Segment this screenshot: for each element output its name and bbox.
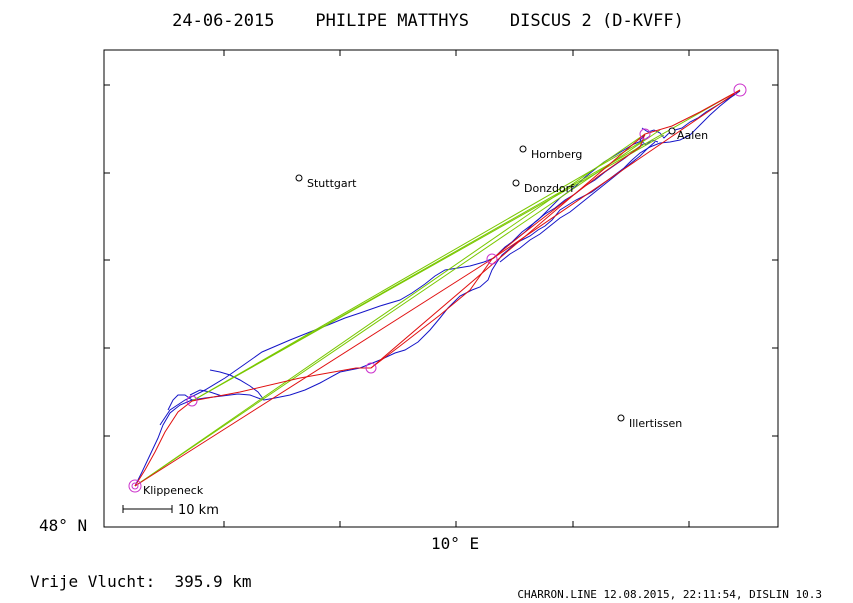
place-illertissen: Illertissen (617, 414, 682, 430)
place-label: Stuttgart (307, 177, 357, 190)
places: Stuttgart Hornberg Donzdorf Aalen Illert… (143, 127, 708, 497)
plot-frame (103, 49, 779, 528)
place-hornberg: Hornberg (519, 145, 582, 161)
longitude-axis-label: 10° E (431, 534, 479, 553)
task-legs (134, 89, 741, 487)
chart-title: 24-06-2015 PHILIPE MATTHYS DISCUS 2 (D-K… (172, 11, 684, 31)
place-stuttgart: Stuttgart (295, 174, 357, 190)
axis-ticks (104, 50, 778, 527)
turnpoint-marker (365, 362, 377, 374)
place-klippeneck: Klippeneck (143, 484, 204, 497)
distance-summary: Vrije Vlucht: 395.9 km (30, 572, 252, 591)
place-donzdorf: Donzdorf (512, 179, 575, 195)
turnpoint-marker (733, 83, 747, 97)
turnpoint-marker (128, 479, 142, 493)
scale-bar: 10 km (122, 503, 219, 518)
place-label: Hornberg (531, 148, 582, 161)
turnpoint-marker (131, 482, 139, 490)
turnpoint-markers (128, 83, 747, 493)
scale-bar-label: 10 km (178, 503, 219, 518)
place-label: Illertissen (629, 417, 682, 430)
place-label: Aalen (677, 129, 708, 142)
turnpoint-marker (639, 128, 651, 140)
place-aalen: Aalen (668, 127, 708, 142)
program-footer: CHARRON.LINE 12.08.2015, 22:11:54, DISLI… (517, 588, 822, 601)
turnpoint-marker (186, 395, 198, 407)
latitude-axis-label: 48° N (39, 516, 87, 535)
optimized-legs (134, 89, 741, 487)
turnpoint-marker (486, 253, 498, 265)
place-label: Donzdorf (524, 182, 575, 195)
place-label: Klippeneck (143, 484, 204, 497)
